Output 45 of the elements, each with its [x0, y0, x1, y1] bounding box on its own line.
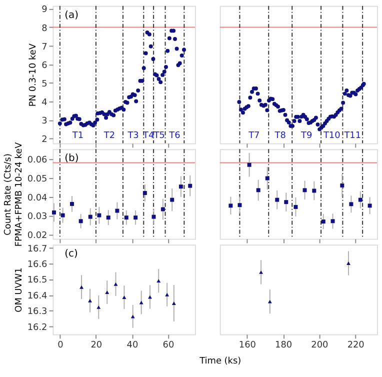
y-tick-label: 8: [42, 24, 48, 34]
y-tick-label: 7: [42, 42, 48, 52]
annotation: T5: [152, 131, 165, 142]
x-axis-title: Time (ks): [198, 356, 242, 367]
annotation: T4: [142, 131, 154, 142]
annotation: T2: [102, 131, 116, 142]
y-tick-label: 16.2: [27, 322, 48, 333]
x-tick-label: 220: [347, 340, 365, 351]
y-tick-label: 5: [42, 79, 48, 90]
y-tick-label: 0.06: [27, 155, 48, 166]
x-tick-label: 60: [162, 340, 174, 351]
annotation: T9: [300, 131, 312, 142]
y-tick-label: 6: [42, 60, 48, 71]
x-tick-label: 20: [90, 340, 102, 351]
annotation: (c): [64, 248, 78, 260]
annotation: T8: [274, 131, 286, 142]
y-tick-label: 0.05: [27, 174, 48, 184]
y-axis-title: Count Rate (Cts/s) FPMA+FPMB 10-24 keV: [3, 141, 24, 247]
annotation: (b): [64, 153, 79, 164]
x-tick-label: 160: [238, 340, 256, 351]
x-tick-label: 180: [275, 340, 292, 351]
annotation: T3: [126, 131, 139, 142]
y-tick-label: 16.7: [27, 244, 48, 254]
annotation: T1: [71, 131, 84, 142]
y-axis-title: OM UVW1: [14, 268, 24, 312]
annotation: (a): [64, 10, 79, 21]
y-tick-label: 0.04: [27, 193, 48, 204]
x-tick-label: 200: [311, 340, 329, 351]
x-tick-label: 40: [126, 340, 138, 351]
y-axis-title: PN 0.3-10 keV: [28, 42, 39, 107]
y-tick-label: 4: [42, 98, 48, 108]
annotation: T7: [248, 131, 260, 142]
annotation: T10: [322, 131, 341, 142]
y-tick-label: 16.3: [27, 307, 48, 318]
y-tick-label: 2: [42, 135, 48, 146]
annotation: T6: [168, 131, 181, 142]
y-tick-label: 9: [42, 5, 48, 16]
annotation: T11: [343, 131, 362, 142]
x-tick-label: 0: [58, 340, 64, 351]
y-tick-label: 16.6: [27, 260, 48, 270]
y-tick-label: 0.03: [27, 212, 48, 222]
y-tick-label: 16.4: [27, 291, 48, 302]
y-tick-label: 0.02: [27, 231, 48, 242]
y-tick-label: 3: [42, 116, 48, 127]
y-tick-label: 16.5: [27, 276, 48, 286]
